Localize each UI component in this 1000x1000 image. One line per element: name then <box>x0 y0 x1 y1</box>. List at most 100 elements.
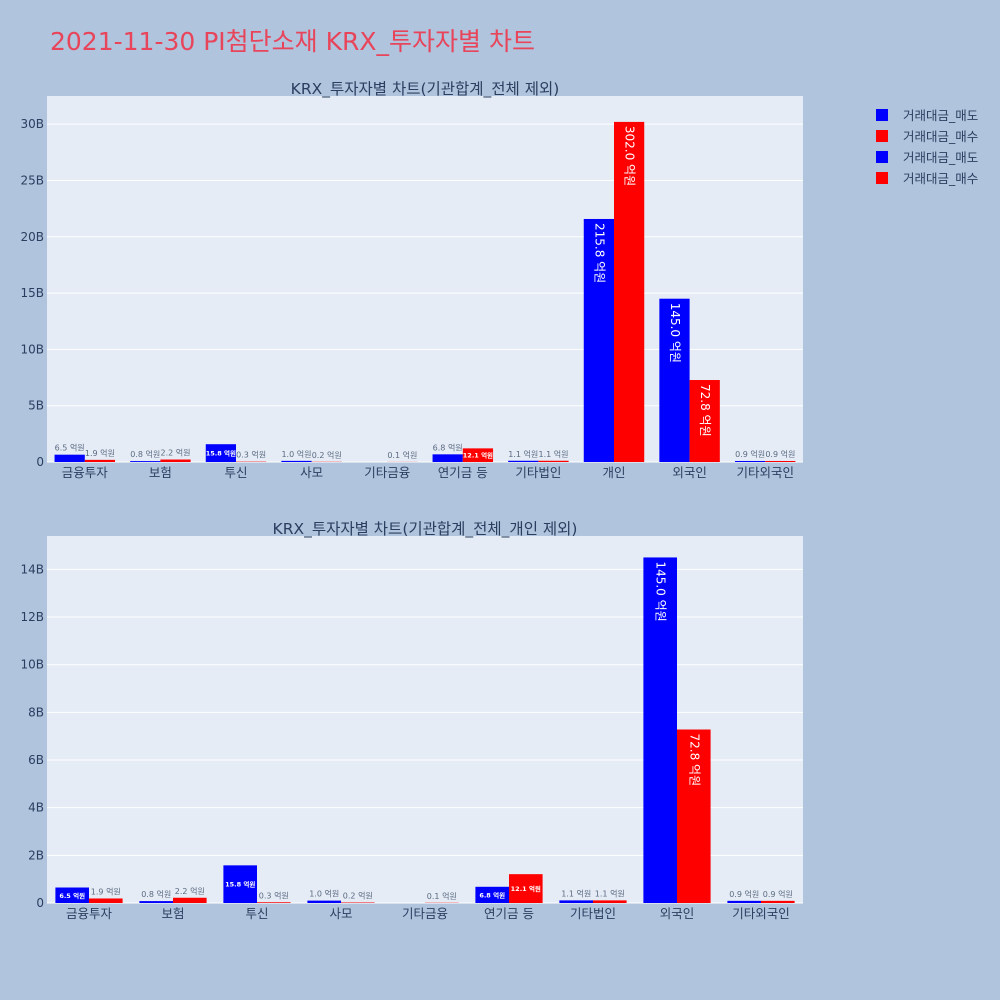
x-tick-label: 기타금융 <box>402 906 448 921</box>
chart-1: 0 5B 10B 15B 20B 25B 30B KRX_투자자별 차트(기관합계_전체 제외… <box>20 80 803 480</box>
bar <box>173 897 207 903</box>
legend-item-sell-2[interactable]: 거래대금_매도 <box>876 146 978 167</box>
legend-label-buy-1: 거래대금_매수 <box>903 129 979 144</box>
bar <box>559 900 593 903</box>
data-label: 0.8 억원 <box>130 449 160 459</box>
x-tick-label: 외국인 <box>672 465 707 480</box>
x-tick-label: 기타법인 <box>515 465 561 480</box>
bar <box>508 460 539 462</box>
data-label: 0.9 억원 <box>765 449 795 459</box>
bar <box>205 444 236 462</box>
y-tick-label: 0 <box>36 455 44 469</box>
bar <box>130 461 161 462</box>
y-tick-label: 5B <box>28 399 44 413</box>
x-tick-label: 개인 <box>602 465 625 480</box>
legend: 거래대금_매도 거래대금_매수 거래대금_매도 거래대금_매수 <box>876 104 978 188</box>
bar <box>139 901 173 903</box>
bar <box>643 557 677 903</box>
legend-item-buy-2[interactable]: 거래대금_매수 <box>876 167 978 188</box>
data-label: 145.0 억원 <box>668 303 682 363</box>
legend-item-buy-1[interactable]: 거래대금_매수 <box>876 125 978 146</box>
legend-swatch-buy-2 <box>876 171 888 184</box>
bar <box>55 887 89 903</box>
x-tick-label: 사모 <box>329 906 352 921</box>
legend-label-sell-2: 거래대금_매도 <box>903 150 979 165</box>
bar <box>765 460 796 462</box>
chart-2: 0 2B 4B 6B 8B 10B 12B 14B KRX_투자자별 차트(기관합계_전체_개인… <box>20 520 803 921</box>
data-label: 302.0 억원 <box>623 126 637 186</box>
bar <box>677 729 711 903</box>
x-tick-label: 금융투자 <box>62 465 109 480</box>
data-label: 0.2 억원 <box>312 450 342 460</box>
data-label: 1.1 억원 <box>595 888 625 898</box>
bar <box>727 900 761 903</box>
bar <box>281 460 312 462</box>
data-label: 2.2 억원 <box>161 448 191 458</box>
x-tick-label: 보험 <box>161 906 184 921</box>
data-label: 215.8 억원 <box>592 223 606 283</box>
x-tick-label: 기타외국인 <box>732 906 790 921</box>
data-label: 72.8 억원 <box>687 734 701 787</box>
data-label: 0.2 억원 <box>343 891 373 901</box>
data-label: 15.8 억원 <box>206 449 236 458</box>
x-tick-label: 외국인 <box>660 906 695 921</box>
x-tick-label: 보험 <box>149 465 172 480</box>
bar <box>257 902 291 903</box>
data-label: 0.3 억원 <box>259 890 289 900</box>
data-label: 12.1 억원 <box>463 451 493 460</box>
y-tick-label: 12B <box>20 610 44 624</box>
y-tick-label: 10B <box>20 658 44 672</box>
data-label: 0.8 억원 <box>141 889 171 899</box>
data-label: 1.9 억원 <box>85 448 115 458</box>
data-label: 6.5 억원 <box>55 443 85 453</box>
y-tick-label: 6B <box>28 753 44 767</box>
data-label: 0.9 억원 <box>735 449 765 459</box>
data-label: 0.1 억원 <box>427 891 457 901</box>
y-tick-label: 8B <box>28 705 44 719</box>
bar <box>307 900 341 903</box>
bar <box>583 218 614 462</box>
data-label: 6.8 억원 <box>479 890 505 899</box>
bar <box>614 121 645 462</box>
legend-swatch-sell-2 <box>876 150 888 163</box>
legend-label-sell-1: 거래대금_매도 <box>903 108 979 123</box>
legend-label-buy-2: 거래대금_매수 <box>903 171 979 186</box>
y-tick-label: 15B <box>20 286 44 300</box>
x-tick-label: 연기금 등 <box>484 906 534 921</box>
bar <box>734 460 766 462</box>
x-tick-label: 사모 <box>300 465 323 480</box>
chart-title: KRX_투자자별 차트(기관합계_전체 제외) <box>291 80 560 99</box>
x-tick-label: 투신 <box>224 465 247 480</box>
data-label: 6.5 억원 <box>59 891 85 900</box>
data-label: 1.0 억원 <box>281 449 311 459</box>
bar <box>538 460 569 462</box>
bar <box>659 298 690 462</box>
bar <box>509 874 543 903</box>
x-tick-label: 기타금융 <box>364 465 410 480</box>
x-tick-label: 금융투자 <box>66 906 113 921</box>
bar <box>54 454 85 462</box>
chart-title: KRX_투자자별 차트(기관합계_전체_개인 제외) <box>273 520 578 539</box>
x-tick-label: 연기금 등 <box>438 465 488 480</box>
legend-item-sell-1[interactable]: 거래대금_매도 <box>876 104 978 125</box>
data-label: 6.8 억원 <box>433 442 463 452</box>
data-label: 1.1 억원 <box>508 449 538 459</box>
data-label: 1.0 억원 <box>309 889 339 899</box>
data-label: 1.9 억원 <box>91 886 121 896</box>
bar <box>593 900 627 903</box>
legend-swatch-buy-1 <box>876 129 888 142</box>
bar <box>761 900 795 903</box>
y-tick-label: 4B <box>28 801 44 815</box>
data-label: 0.3 억원 <box>236 450 266 460</box>
y-tick-label: 0 <box>36 896 44 910</box>
page-title: 2021-11-30 PI첨단소재 KRX_투자자별 차트 <box>50 27 535 56</box>
data-label: 0.1 억원 <box>387 450 417 460</box>
x-tick-label: 투신 <box>245 906 268 921</box>
data-label: 0.9 억원 <box>763 889 793 899</box>
y-tick-label: 30B <box>20 117 44 131</box>
data-label: 145.0 억원 <box>654 561 668 621</box>
data-label: 15.8 억원 <box>225 880 255 889</box>
y-tick-label: 10B <box>20 342 44 356</box>
legend-swatch-sell-1 <box>876 108 888 121</box>
